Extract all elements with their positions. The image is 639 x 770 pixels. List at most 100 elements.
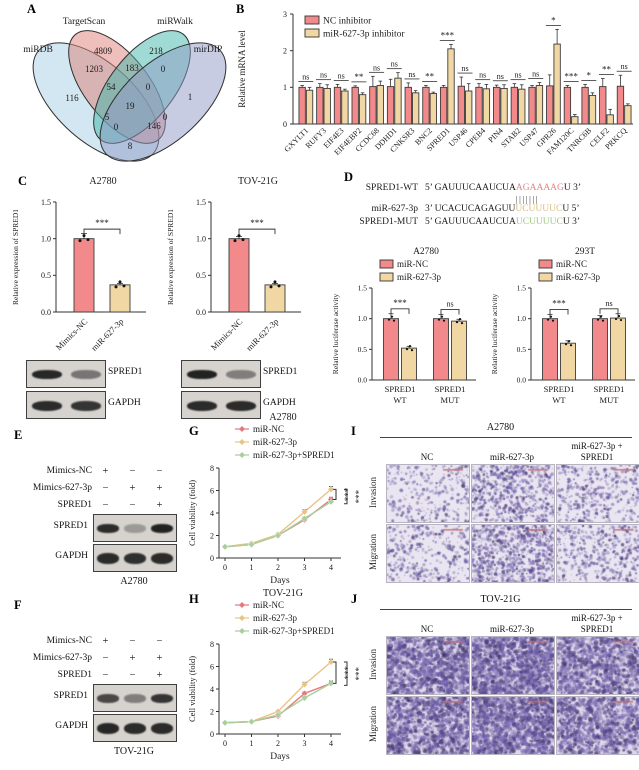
blot-band — [31, 400, 62, 411]
sequence-name: SPRED1-MUT — [359, 217, 418, 227]
condition-row-Mimics-NC: Mimics-NC + − − — [8, 466, 173, 477]
grid-title: A2780 — [486, 422, 515, 433]
cell-line-label: TOV-21G — [113, 746, 154, 757]
bar — [264, 284, 286, 313]
svg-text:8: 8 — [210, 640, 214, 649]
panel-a-venn-diagram: miRDB TargetScan miRWalk mirDIP 4809 218 1203 1… — [8, 10, 230, 162]
sig-mark: ** — [354, 72, 364, 82]
bar — [563, 86, 572, 125]
bar — [592, 318, 608, 381]
data-point — [327, 658, 335, 666]
data-point — [327, 498, 335, 506]
bar — [341, 90, 349, 125]
panel-h-label: H — [189, 592, 199, 606]
chart-title: A2780 — [269, 412, 296, 423]
blot-band — [151, 693, 174, 703]
sig-mark: *** — [393, 298, 407, 308]
transwell-image — [386, 524, 470, 583]
bar — [465, 90, 473, 125]
legend-mir-nc: miR-NC — [556, 259, 587, 269]
data-point — [301, 681, 308, 688]
panel-j-transwell-grid: TOV-21G NC miR-627-3p miR-627-3p + SPRED1 Inv… — [362, 588, 639, 760]
svg-text:1.5: 1.5 — [41, 198, 51, 207]
venn-set-label: TargetScan — [63, 17, 106, 27]
transwell-image — [556, 524, 639, 583]
condition-symbol: + — [156, 653, 163, 664]
venn-count-ABC: 54 — [107, 82, 117, 92]
sig-mark: ns — [479, 71, 486, 80]
sig-mark: ns — [391, 60, 398, 69]
bar — [571, 116, 579, 125]
svg-text:1.0: 1.0 — [517, 314, 527, 323]
blot-label: GAPDH — [263, 398, 296, 408]
bar — [351, 86, 359, 125]
sig-mark: ns — [302, 73, 309, 82]
blot-band — [151, 523, 174, 533]
row-label-invasion: Invasion — [368, 477, 378, 508]
gene-label: GXYLT1 — [282, 126, 310, 154]
data-point — [301, 515, 308, 523]
bar — [451, 320, 467, 381]
row-label-migration: Migration — [368, 534, 378, 571]
pairing-bars: ||||||| — [515, 194, 539, 204]
bar — [588, 94, 597, 125]
bar — [510, 86, 519, 125]
sig-mark: ns — [461, 64, 468, 73]
svg-text:1.0: 1.0 — [358, 314, 368, 323]
venn-count-BCD: 0 — [146, 82, 151, 92]
bar — [581, 86, 589, 125]
x-category-label: miR-627-3p — [89, 316, 125, 352]
panel-a-label: A — [27, 2, 37, 16]
transwell-image — [556, 636, 639, 695]
bar — [369, 86, 377, 125]
panel-b-mrna-bar-chart: 0 1 2 3 Relative mRNA level NC inhibitor miR-6… — [233, 0, 639, 166]
blot-band — [124, 552, 146, 564]
bar — [518, 88, 526, 125]
column-header: miR-627-3p + SPRED1 — [571, 613, 623, 634]
bar — [606, 114, 614, 125]
transwell-image — [386, 636, 470, 695]
sequence-text: 5’ GAUUUCAAUCUAUCUUUUCU 3’ — [425, 217, 581, 227]
svg-text:4: 4 — [329, 563, 333, 572]
svg-text:6: 6 — [210, 662, 214, 671]
condition-row-SPRED1: SPRED1− − + — [8, 500, 173, 511]
y-axis-label: Relative luciferase activity — [331, 294, 340, 375]
venn-ellipse-mirDIP — [99, 42, 227, 162]
condition-symbol: + — [156, 483, 163, 494]
bar — [386, 86, 395, 125]
blot-strip-GAPDH — [26, 391, 106, 419]
x-group-label: MUT — [600, 395, 620, 405]
panel-i-label: I — [351, 424, 356, 438]
sig-mark: ns — [605, 299, 612, 308]
bar — [542, 318, 558, 381]
blot-band — [124, 722, 146, 734]
bar — [433, 318, 449, 381]
svg-text:4: 4 — [210, 509, 214, 518]
venn-count-ABD: 146 — [147, 121, 161, 131]
blot-band — [96, 523, 119, 533]
chart-title: TOV-21G — [263, 588, 303, 599]
bar — [610, 317, 626, 381]
chart-title: TOV-21G — [238, 176, 278, 187]
legend-label: miR-627-3p+SPRED1 — [253, 450, 335, 460]
venn-count-AB: 1203 — [85, 64, 104, 74]
column-header: miR-627-3p + SPRED1 — [571, 441, 623, 462]
legend-marker — [239, 452, 245, 458]
bar — [376, 85, 384, 125]
subpanel-TOV-21G: TOV-21G 0.0 0.5 1.0 1.5 Relative expression o… — [163, 168, 313, 361]
svg-text:0: 0 — [210, 730, 214, 739]
column-header: NC — [420, 623, 434, 634]
svg-text:4: 4 — [329, 739, 333, 748]
condition-symbol: − — [129, 466, 136, 477]
svg-text:0.0: 0.0 — [41, 308, 51, 317]
y-axis-label: Cell viability (fold) — [187, 656, 197, 722]
gene-label: STAB2 — [499, 126, 522, 149]
panel-g-viability-chart: A2780 miR-NC miR-627-3p miR-627-3p+SPRED1 0 2… — [183, 408, 363, 592]
blot-label: SPRED1 — [263, 367, 298, 377]
legend-marker — [239, 615, 245, 621]
bar — [298, 86, 306, 125]
svg-text:0.0: 0.0 — [517, 376, 527, 385]
sig-mark: *** — [340, 488, 350, 502]
cell-line-label: A2780 — [120, 576, 148, 587]
luciferase-chart-A2780: A2780 miR-NC miR-627-3p 0.0 0.5 1.0 1.5 Relativ… — [330, 244, 480, 431]
